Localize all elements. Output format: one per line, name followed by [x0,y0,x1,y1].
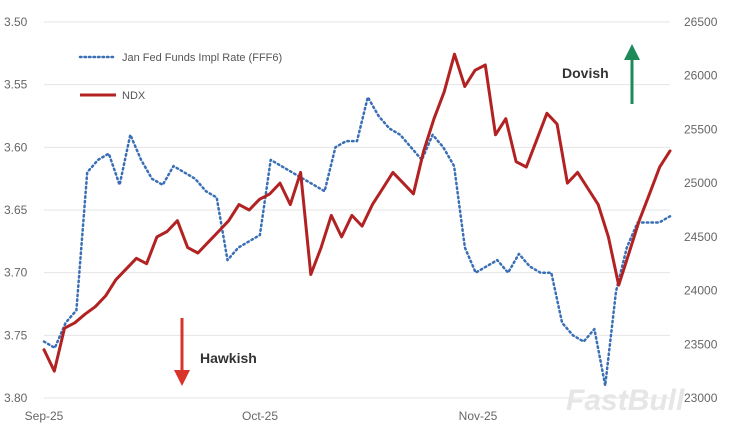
left-tick-label: 3.80 [4,391,28,405]
left-tick-label: 3.75 [4,328,28,342]
hawkish-annotation: Hawkish [174,318,257,386]
left-axis-ticks: 3.50 3.55 3.60 3.65 3.70 3.75 3.80 [4,15,28,405]
left-tick-label: 3.60 [4,140,28,154]
legend-label-fff6: Jan Fed Funds Impl Rate (FFF6) [122,52,282,64]
right-tick-label: 24000 [684,284,718,298]
up-arrow-icon [624,44,640,60]
legend: Jan Fed Funds Impl Rate (FFF6) NDX [78,52,282,102]
grid-lines [44,21,670,399]
down-arrow-icon [174,370,190,386]
legend-label-ndx: NDX [122,90,146,102]
x-tick-label: Oct-25 [242,409,278,423]
left-tick-label: 3.70 [4,266,28,280]
left-tick-label: 3.65 [4,203,28,217]
right-tick-label: 26000 [684,69,718,83]
dovish-label: Dovish [562,65,609,81]
right-tick-label: 23500 [684,337,718,351]
x-tick-label: Sep-25 [25,409,64,423]
right-tick-label: 25500 [684,122,718,136]
left-tick-label: 3.55 [4,78,28,92]
right-axis-ticks: 26500 26000 25500 25000 24500 24000 23500 23000 [684,15,718,405]
dovish-annotation: Dovish [562,44,640,104]
right-tick-label: 24500 [684,230,718,244]
series-line-ndx [42,52,672,373]
left-tick-label: 3.50 [4,15,28,29]
right-tick-label: 25000 [684,176,718,190]
x-tick-label: Nov-25 [459,409,498,423]
watermark: FastBull [566,384,685,417]
series-line-fff6 [42,95,672,387]
hawkish-label: Hawkish [200,350,257,366]
series-layer [42,52,672,387]
right-tick-label: 23000 [684,391,718,405]
right-tick-label: 26500 [684,15,718,29]
x-axis-ticks: Sep-25 Oct-25 Nov-25 [25,409,498,423]
